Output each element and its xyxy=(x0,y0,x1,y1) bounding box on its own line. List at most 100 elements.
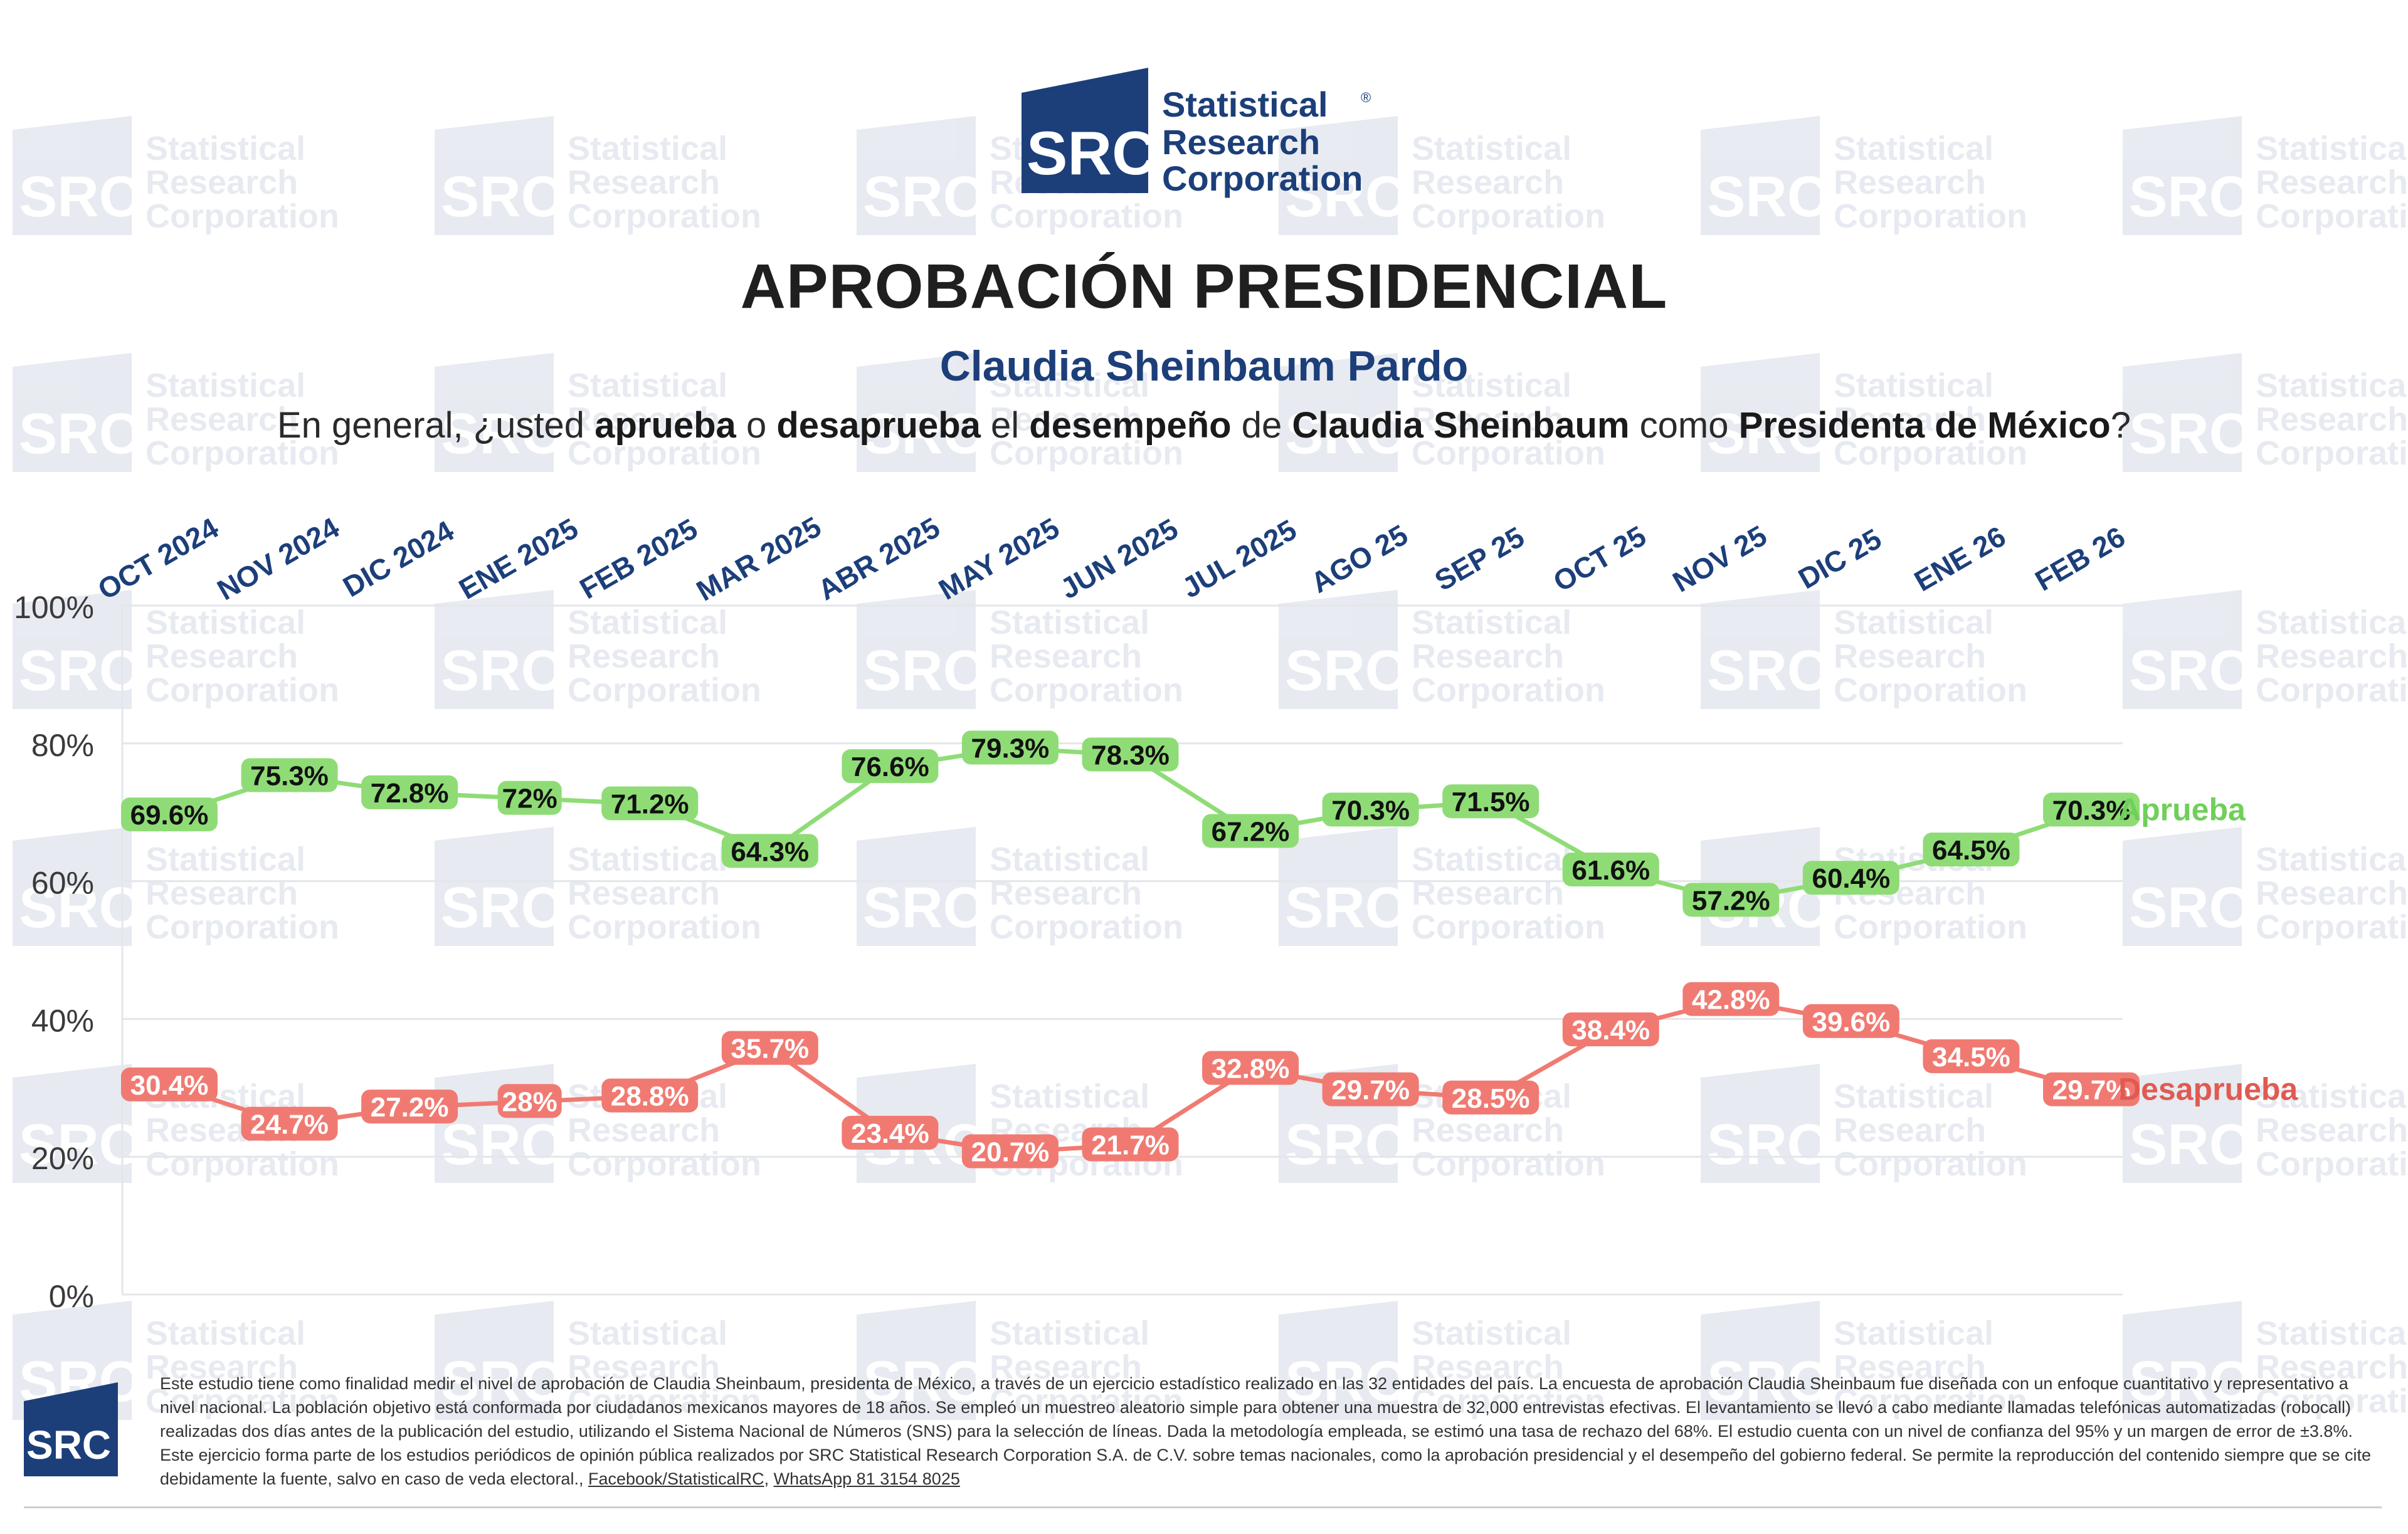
svg-text:Corporation: Corporation xyxy=(990,1382,1183,1420)
svg-text:Research: Research xyxy=(1412,401,1564,438)
svg-text:Corporation: Corporation xyxy=(1834,1382,2027,1420)
svg-text:Research: Research xyxy=(568,164,720,201)
series-layer: 69.6% 75.3% 72.8% 72% 71.2% 64.3% 76.6% 79.3% 78… xyxy=(121,730,2298,1169)
svg-text:SRC: SRC xyxy=(441,165,562,229)
svg-text:SRC: SRC xyxy=(1285,165,1407,229)
svg-text:SRC: SRC xyxy=(863,165,985,229)
series-name-label: Aprueba xyxy=(2118,792,2246,827)
data-label: 39.6% xyxy=(1812,1007,1890,1038)
brand-logo: SRC Statistical ® Research Corporation xyxy=(1022,68,1371,198)
chart-title: APROBACIÓN PRESIDENCIAL xyxy=(740,251,1668,322)
svg-text:Research: Research xyxy=(990,401,1142,438)
y-tick-label: 80% xyxy=(31,728,94,763)
data-label: 79.3% xyxy=(971,733,1050,764)
bottom-divider xyxy=(24,1506,2382,1508)
svg-text:Corporation: Corporation xyxy=(1834,671,2027,709)
svg-text:Corporation: Corporation xyxy=(145,197,339,235)
svg-text:Research: Research xyxy=(1834,638,1986,675)
svg-text:Corporation: Corporation xyxy=(2256,1382,2408,1420)
x-month-label: MAY 2025 xyxy=(933,512,1065,606)
svg-text:SRC: SRC xyxy=(19,1113,140,1177)
svg-text:Corporation: Corporation xyxy=(990,908,1183,946)
facebook-link[interactable]: Facebook/StatisticalRC xyxy=(588,1469,764,1488)
whatsapp-link[interactable]: WhatsApp 81 3154 8025 xyxy=(773,1469,960,1488)
x-month-label: ABR 2025 xyxy=(812,511,945,606)
data-label: 23.4% xyxy=(851,1118,929,1149)
svg-text:Statistical: Statistical xyxy=(2256,841,2408,878)
svg-text:Statistical: Statistical xyxy=(990,367,1149,404)
data-label: 21.7% xyxy=(1091,1130,1170,1161)
y-tick-label: 60% xyxy=(31,866,94,901)
x-month-label: JUN 2025 xyxy=(1055,512,1183,606)
svg-text:SRC: SRC xyxy=(863,876,985,940)
svg-text:Statistical: Statistical xyxy=(568,130,727,167)
svg-text:SRC: SRC xyxy=(2129,165,2251,229)
svg-text:Statistical: Statistical xyxy=(2256,367,2408,404)
svg-text:Research: Research xyxy=(1834,1348,1986,1386)
data-label-bg xyxy=(721,1031,818,1065)
data-label: 69.6% xyxy=(130,800,209,831)
svg-text:SRC: SRC xyxy=(1285,1350,1407,1414)
svg-text:Corporation: Corporation xyxy=(1412,671,1605,709)
svg-text:Statistical: Statistical xyxy=(1412,130,1571,167)
data-label-bg xyxy=(1322,1072,1419,1106)
svg-text:Research: Research xyxy=(1834,401,1986,438)
x-month-label: FEB 2025 xyxy=(574,512,703,606)
y-tick-label: 100% xyxy=(14,590,94,625)
svg-text:Statistical: Statistical xyxy=(990,1078,1149,1115)
question-part: ? xyxy=(2110,405,2131,446)
data-label: 71.2% xyxy=(611,789,689,820)
data-label-bg xyxy=(241,758,338,792)
footnote-text: Este estudio tiene como finalidad medir … xyxy=(160,1374,2371,1488)
svg-text:Research: Research xyxy=(1834,164,1986,201)
data-label-bg xyxy=(1202,814,1299,848)
question-part: o xyxy=(736,405,777,446)
question-part: aprueba xyxy=(594,405,736,446)
svg-text:Statistical: Statistical xyxy=(568,1315,727,1352)
data-label-bg xyxy=(2043,792,2140,827)
svg-text:SRC: SRC xyxy=(1285,402,1407,466)
svg-text:Corporation: Corporation xyxy=(1412,908,1605,946)
svg-text:Corporation: Corporation xyxy=(2256,1145,2408,1183)
svg-text:Research: Research xyxy=(2256,401,2408,438)
svg-text:Research: Research xyxy=(2256,1348,2408,1386)
svg-text:SRC: SRC xyxy=(863,639,985,703)
svg-text:Statistical: Statistical xyxy=(1834,367,1993,404)
y-axis-ticks: 0% 20% 40% 60% 80% 100% xyxy=(14,590,94,1314)
svg-text:Research: Research xyxy=(145,401,298,438)
svg-text:Corporation: Corporation xyxy=(1834,908,2027,946)
data-label-bg xyxy=(1562,1012,1659,1046)
data-label: 70.3% xyxy=(2052,795,2131,826)
data-label: 30.4% xyxy=(130,1070,209,1101)
x-month-label: DIC 2024 xyxy=(337,514,460,603)
x-month-label: NOV 2024 xyxy=(212,511,345,607)
data-label-bg xyxy=(497,780,562,815)
svg-text:Research: Research xyxy=(145,638,298,675)
data-label-bg xyxy=(1682,883,1780,917)
svg-text:Research: Research xyxy=(568,1111,720,1149)
svg-text:Research: Research xyxy=(145,1348,298,1386)
svg-text:SRC: SRC xyxy=(441,402,562,466)
svg-text:Research: Research xyxy=(568,401,720,438)
svg-text:Research: Research xyxy=(990,638,1142,675)
question-part: Claudia Sheinbaum xyxy=(1292,405,1630,446)
data-label-bg xyxy=(1923,833,2020,867)
chart-grid xyxy=(121,604,2123,1296)
data-label: 64.5% xyxy=(1932,835,2010,866)
x-month-label: OCT 2024 xyxy=(92,511,224,606)
svg-text:Corporation: Corporation xyxy=(568,1145,761,1183)
data-label: 29.7% xyxy=(1331,1075,1410,1106)
svg-text:SRC: SRC xyxy=(2129,876,2251,940)
svg-text:SRC: SRC xyxy=(1707,639,1829,703)
